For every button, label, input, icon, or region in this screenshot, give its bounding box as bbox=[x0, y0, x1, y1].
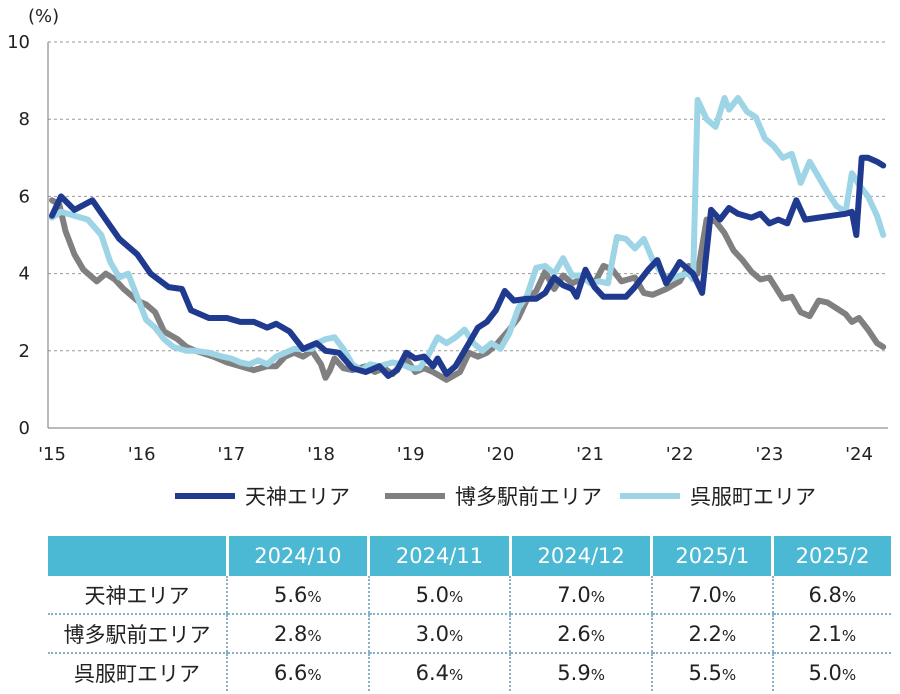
table-header-corner bbox=[48, 536, 227, 576]
x-tick-label: '15 bbox=[38, 444, 66, 465]
cell-value: 6.6 bbox=[273, 660, 308, 685]
table-cell: 3.0% bbox=[367, 614, 511, 654]
x-tick-label: '22 bbox=[666, 444, 694, 465]
table-cell: 5.5% bbox=[650, 653, 773, 691]
table-header-cell: 2024/11 bbox=[367, 536, 511, 576]
legend-swatch-tenjin bbox=[175, 493, 235, 499]
table-cell: 6.8% bbox=[771, 576, 891, 615]
cell-value: 5.5 bbox=[688, 660, 722, 685]
table-row: 天神エリア 5.6% 5.0% 7.0% 7.0% 6.8% bbox=[48, 576, 891, 615]
series-line-0 bbox=[49, 154, 887, 379]
cell-unit: % bbox=[841, 626, 857, 645]
recent-values-table: 2024/10 2024/11 2024/12 2025/1 2025/2 天神… bbox=[48, 536, 891, 691]
table-header-cell: 2025/2 bbox=[771, 536, 891, 576]
cell-value: 2.2 bbox=[688, 621, 722, 646]
chart-legend: 天神エリア 博多駅前エリア 呉服町エリア bbox=[0, 478, 900, 514]
x-tick-label: '21 bbox=[576, 444, 604, 465]
x-tick-label: '18 bbox=[307, 444, 335, 465]
cell-unit: % bbox=[307, 626, 322, 645]
series-line-2 bbox=[49, 95, 887, 374]
table-cell: 6.4% bbox=[367, 653, 511, 691]
cell-unit: % bbox=[590, 665, 605, 684]
y-tick-label: 8 bbox=[19, 109, 30, 130]
cell-unit: % bbox=[449, 587, 464, 606]
table-header-cell: 2024/10 bbox=[225, 536, 369, 576]
cell-unit: % bbox=[721, 665, 737, 684]
table-cell: 2.8% bbox=[226, 614, 369, 654]
y-tick-label: 0 bbox=[19, 418, 30, 439]
table-row-label: 天神エリア bbox=[48, 576, 227, 615]
y-tick-label: 2 bbox=[19, 341, 30, 362]
table-cell: 7.0% bbox=[509, 576, 652, 615]
cell-unit: % bbox=[841, 587, 857, 606]
table-row: 呉服町エリア 6.6% 6.4% 5.9% 5.5% 5.0% bbox=[48, 653, 891, 691]
y-tick-label: 4 bbox=[19, 264, 30, 285]
cell-unit: % bbox=[449, 626, 464, 645]
cell-value: 5.0 bbox=[415, 582, 450, 607]
table-row: 博多駅前エリア 2.8% 3.0% 2.6% 2.2% 2.1% bbox=[48, 614, 891, 654]
legend-item-gofukumachi: 呉服町エリア bbox=[620, 478, 816, 514]
table-cell: 6.6% bbox=[226, 653, 369, 691]
vacancy-rate-line-chart: 0 2 4 6 8 10 '15 '16 '17 '18 '19 '20 '21 '22 '23 '24 (%… bbox=[7, 6, 888, 465]
cell-value: 5.0 bbox=[808, 660, 842, 685]
table-cell: 7.0% bbox=[650, 576, 773, 615]
cell-value: 2.1 bbox=[808, 621, 842, 646]
y-tick-label: 10 bbox=[7, 32, 30, 53]
legend-swatch-hakata bbox=[385, 493, 445, 499]
legend-label-tenjin: 天神エリア bbox=[245, 485, 350, 509]
x-tick-label: '23 bbox=[755, 444, 783, 465]
table-cell: 5.0% bbox=[771, 653, 891, 691]
axes: 0 2 4 6 8 10 '15 '16 '17 '18 '19 '20 '21 '22 '23 '24 bbox=[7, 32, 888, 465]
cell-value: 6.4 bbox=[415, 660, 450, 685]
cell-unit: % bbox=[449, 665, 464, 684]
cell-value: 3.0 bbox=[415, 621, 450, 646]
x-tick-label: '19 bbox=[397, 444, 425, 465]
cell-unit: % bbox=[307, 587, 322, 606]
cell-value: 7.0 bbox=[557, 582, 591, 607]
cell-value: 7.0 bbox=[688, 582, 722, 607]
legend-item-hakata: 博多駅前エリア bbox=[385, 478, 602, 514]
x-tick-label: '24 bbox=[845, 444, 873, 465]
table-cell: 2.1% bbox=[771, 614, 891, 654]
legend-item-tenjin: 天神エリア bbox=[175, 478, 350, 514]
y-tick-label: 6 bbox=[19, 186, 30, 207]
cell-value: 2.8 bbox=[273, 621, 308, 646]
series-lines bbox=[49, 95, 887, 383]
table-header-cell: 2024/12 bbox=[508, 536, 652, 576]
table-cell: 5.9% bbox=[509, 653, 652, 691]
table-row-label: 博多駅前エリア bbox=[48, 614, 227, 654]
cell-unit: % bbox=[721, 626, 737, 645]
cell-unit: % bbox=[841, 665, 857, 684]
table-row-label: 呉服町エリア bbox=[74, 661, 200, 686]
cell-value: 6.8 bbox=[808, 582, 842, 607]
grid-lines bbox=[48, 41, 888, 352]
cell-unit: % bbox=[590, 587, 605, 606]
cell-unit: % bbox=[590, 626, 605, 645]
x-tick-label: '17 bbox=[217, 444, 245, 465]
table-cell: 5.0% bbox=[367, 576, 511, 615]
x-tick-label: '20 bbox=[486, 444, 514, 465]
cell-unit: % bbox=[307, 665, 322, 684]
legend-label-hakata: 博多駅前エリア bbox=[455, 485, 602, 509]
table-cell: 2.6% bbox=[509, 614, 652, 654]
table-cell: 2.2% bbox=[650, 614, 773, 654]
legend-swatch-gofukumachi bbox=[620, 493, 680, 499]
cell-value: 5.6 bbox=[273, 582, 308, 607]
table-cell: 5.6% bbox=[226, 576, 369, 615]
x-tick-label: '16 bbox=[128, 444, 156, 465]
y-axis-label: (%) bbox=[28, 6, 59, 27]
cell-unit: % bbox=[721, 587, 737, 606]
cell-value: 2.6 bbox=[557, 621, 591, 646]
table-header-cell: 2025/1 bbox=[650, 536, 773, 576]
cell-value: 5.9 bbox=[557, 660, 591, 685]
table-header-row: 2024/10 2024/11 2024/12 2025/1 2025/2 bbox=[48, 536, 891, 576]
legend-label-gofukumachi: 呉服町エリア bbox=[690, 485, 816, 509]
